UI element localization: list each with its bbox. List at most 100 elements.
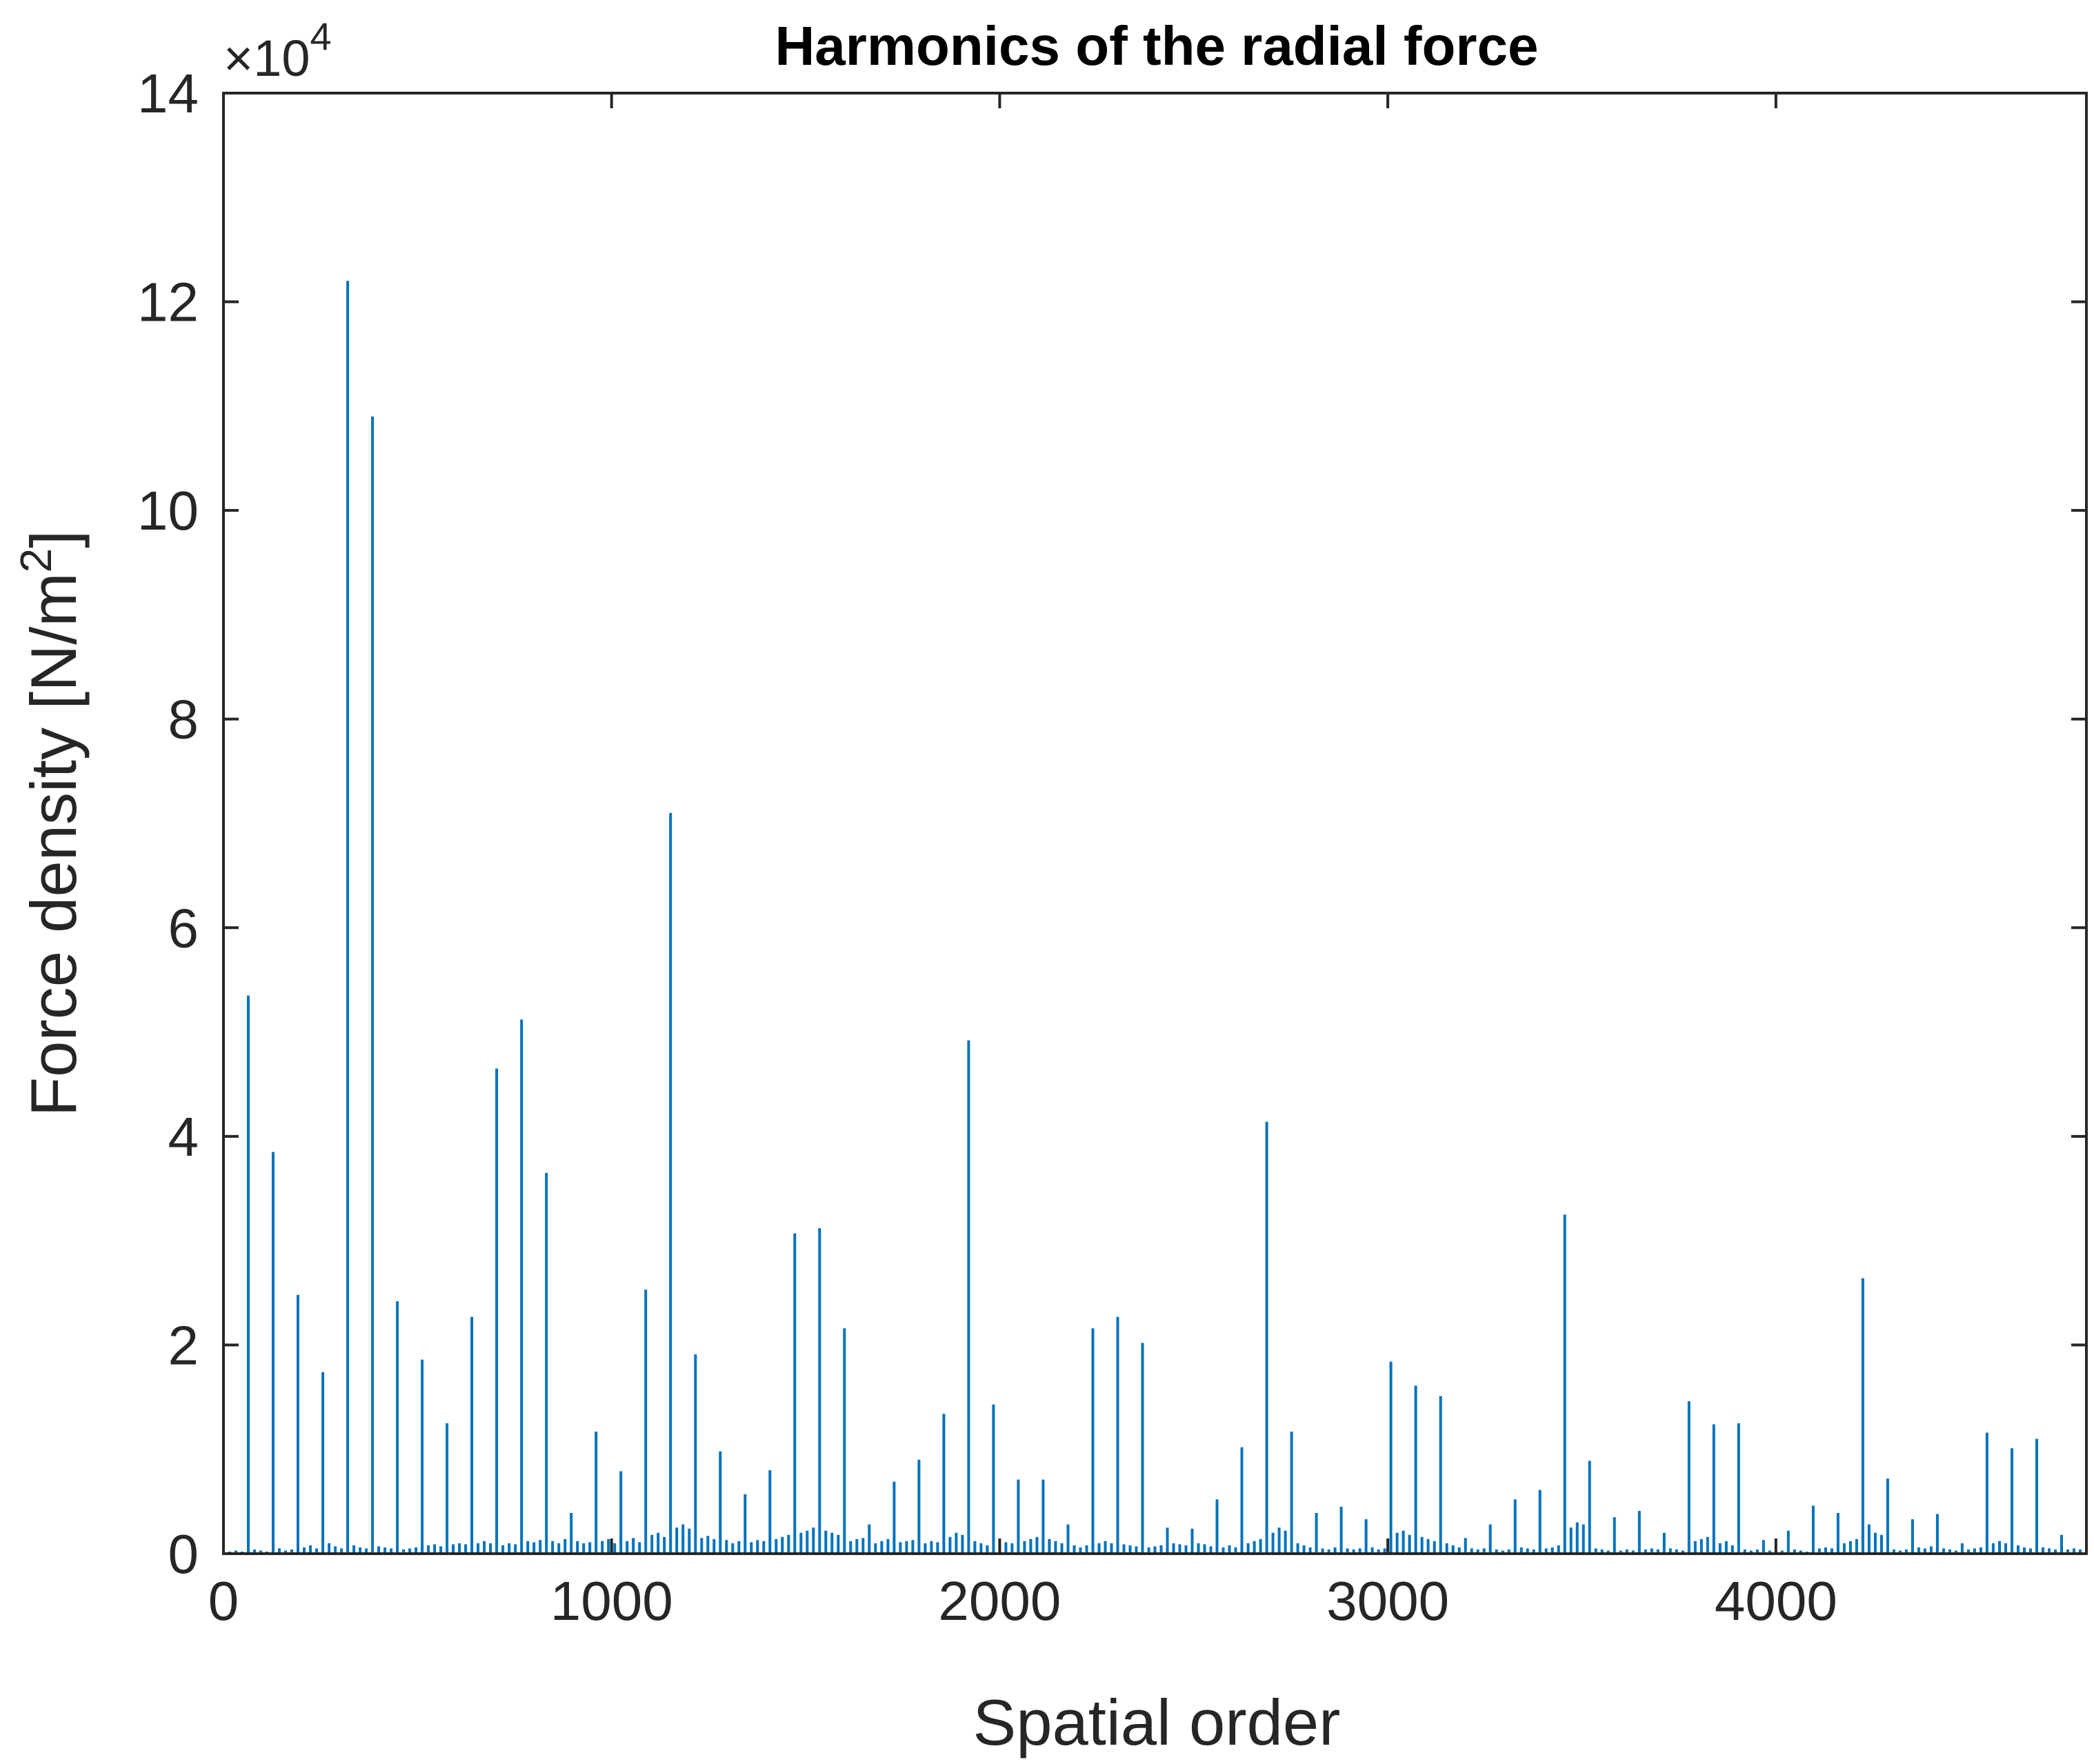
bar: [1054, 1541, 1057, 1554]
x-tick-label: 4000: [1715, 1570, 1837, 1632]
bar: [1606, 1550, 1610, 1554]
bar: [1364, 1519, 1368, 1554]
bar: [2054, 1549, 2057, 1554]
bar: [2073, 1548, 2075, 1554]
bar: [830, 1532, 834, 1554]
bar: [644, 1290, 648, 1554]
bar: [1203, 1544, 1206, 1554]
bar: [706, 1536, 710, 1554]
bar: [837, 1534, 840, 1554]
bar: [1395, 1532, 1399, 1554]
bar: [1402, 1530, 1405, 1554]
bar: [1333, 1547, 1337, 1554]
bar: [669, 812, 672, 1554]
bar: [247, 995, 250, 1554]
y-tick-label: 8: [168, 689, 199, 750]
bar: [694, 1354, 697, 1554]
bar: [2011, 1448, 2013, 1554]
bar: [1712, 1424, 1715, 1554]
bar: [719, 1451, 722, 1554]
bar: [1377, 1549, 1380, 1554]
bar: [1048, 1539, 1051, 1554]
bar: [1085, 1545, 1088, 1554]
bar: [1526, 1548, 1529, 1554]
bar: [1358, 1548, 1362, 1554]
bar: [284, 1550, 287, 1554]
bar: [961, 1534, 964, 1554]
bar: [1296, 1543, 1299, 1554]
bar: [334, 1546, 337, 1554]
bar: [1277, 1527, 1281, 1554]
bar: [2004, 1543, 2007, 1554]
bar: [1898, 1550, 1902, 1554]
bar: [1159, 1545, 1163, 1554]
bar: [843, 1328, 846, 1554]
bar: [924, 1543, 927, 1554]
bar: [564, 1539, 567, 1554]
bar: [415, 1547, 418, 1554]
bar: [1041, 1479, 1045, 1554]
bar: [657, 1532, 660, 1554]
bar: [501, 1545, 505, 1554]
bar: [1563, 1214, 1566, 1554]
bar: [1824, 1547, 1827, 1554]
bar: [992, 1404, 995, 1554]
bar: [514, 1544, 517, 1554]
bar: [1656, 1549, 1659, 1554]
bar: [1507, 1549, 1510, 1554]
bar: [1998, 1541, 2001, 1554]
bar: [936, 1542, 939, 1554]
y-axis-label: Force density [N/m2]: [11, 530, 90, 1116]
bar: [1637, 1511, 1641, 1554]
chart-title: Harmonics of the radial force: [775, 15, 1539, 77]
bar: [725, 1540, 728, 1554]
bar: [731, 1543, 735, 1554]
bar: [1991, 1543, 1995, 1554]
bar: [1035, 1536, 1039, 1554]
bar: [315, 1548, 319, 1554]
bar: [1544, 1548, 1548, 1554]
bar: [2042, 1547, 2044, 1554]
bar: [2079, 1549, 2082, 1554]
bar: [942, 1414, 946, 1554]
bar: [806, 1530, 809, 1554]
bar: [1662, 1532, 1666, 1554]
bar: [1917, 1547, 1920, 1554]
bar: [1240, 1447, 1244, 1554]
y-tick-label: 14: [137, 63, 199, 124]
bar: [675, 1527, 679, 1554]
bar: [1935, 1514, 1939, 1554]
bar: [824, 1530, 828, 1554]
bar: [396, 1301, 399, 1554]
bar: [855, 1539, 859, 1554]
bar: [526, 1541, 530, 1554]
bar: [868, 1524, 871, 1554]
bar: [545, 1172, 548, 1554]
bar: [470, 1316, 474, 1554]
bar: [1743, 1549, 1746, 1554]
bar: [967, 1040, 970, 1554]
bar: [1706, 1536, 1709, 1554]
bar: [911, 1540, 915, 1554]
bar: [452, 1544, 455, 1554]
bar: [1588, 1461, 1591, 1554]
bar: [1290, 1432, 1293, 1554]
bar: [638, 1542, 641, 1554]
bar: [601, 1541, 604, 1554]
x-tick-label: 0: [208, 1570, 239, 1632]
bar: [1904, 1549, 1908, 1554]
bar: [253, 1549, 256, 1554]
bar: [433, 1544, 437, 1554]
bar: [1464, 1538, 1467, 1554]
bar: [1855, 1539, 1858, 1554]
bars: [222, 155, 2082, 1554]
bar: [793, 1233, 797, 1554]
bar: [1569, 1527, 1573, 1554]
bar: [421, 1359, 424, 1554]
x-axis-label: Spatial order: [973, 1686, 1341, 1758]
bar: [1352, 1549, 1355, 1554]
bar: [1246, 1543, 1250, 1554]
bar: [880, 1541, 884, 1554]
y-tick-label: 12: [137, 272, 199, 333]
bar: [259, 1550, 262, 1554]
